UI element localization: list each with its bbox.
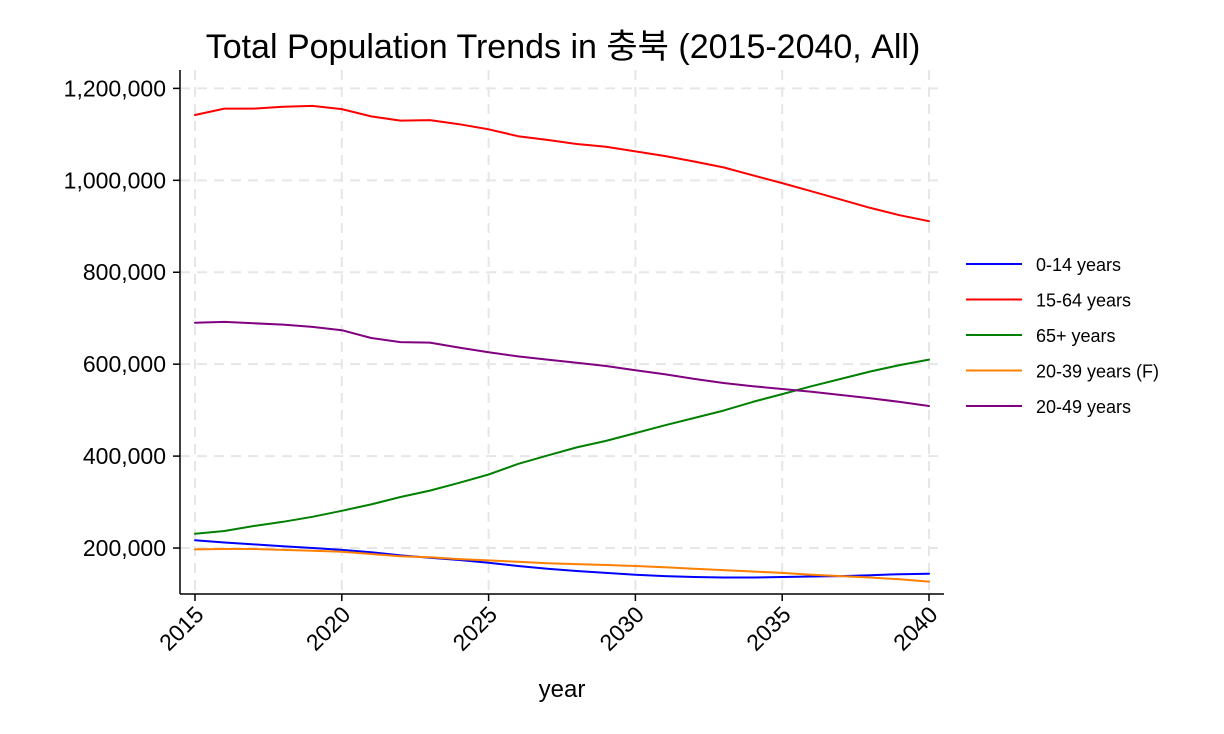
series-line-0-14-years [194, 539, 930, 579]
x-tick-label: 2040 [888, 601, 943, 656]
x-tick-label: 2035 [741, 601, 796, 656]
y-tick-label: 800,000 [83, 259, 166, 285]
legend-label-15-64-years: 15-64 years [1036, 291, 1131, 311]
axes [173, 70, 944, 601]
series-line-15-64-years [194, 104, 930, 223]
series-line-20-39-years-f [194, 548, 930, 583]
y-tick-label: 1,000,000 [64, 167, 166, 193]
legend-label-0-14-years: 0-14 years [1036, 255, 1121, 275]
y-tick-label: 600,000 [83, 351, 166, 377]
series-line-20-49-years [194, 320, 930, 407]
y-tick-label: 200,000 [83, 535, 166, 561]
y-tick-label: 400,000 [83, 443, 166, 469]
x-tick-label: 2025 [448, 601, 503, 656]
chart-title: Total Population Trends in 충북 (2015-2040… [206, 28, 921, 66]
legend-label-65-years: 65+ years [1036, 326, 1116, 346]
x-axis-title: year [539, 676, 586, 703]
series-line-65-years [194, 358, 930, 535]
x-tick-label: 2020 [301, 601, 356, 656]
legend-label-20-49-years: 20-49 years [1036, 397, 1131, 417]
series-lines [194, 104, 930, 583]
legend: 0-14 years 15-64 years 65+ years 20-39 year… [966, 255, 1159, 417]
x-tick-label: 2030 [594, 601, 649, 656]
x-tick-label: 2015 [154, 601, 209, 656]
y-tick-label: 1,200,000 [64, 75, 166, 101]
grid [180, 70, 944, 594]
legend-label-20-39-years-f: 20-39 years (F) [1036, 362, 1159, 382]
